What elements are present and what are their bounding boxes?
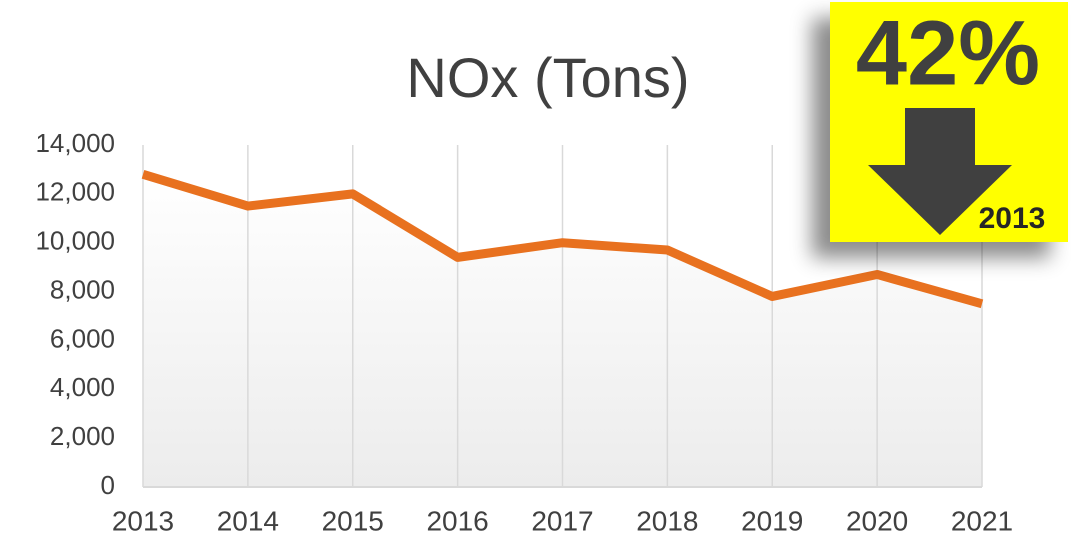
badge-text: 42%: [856, 2, 1040, 104]
badge-note: 2013: [979, 202, 1046, 235]
y-tick-label: 6,000: [50, 323, 115, 353]
y-tick-label: 10,000: [35, 226, 115, 256]
y-tick-label: 2,000: [50, 421, 115, 451]
x-tick-label: 2021: [951, 505, 1013, 536]
y-tick-label: 8,000: [50, 274, 115, 304]
x-tick-label: 2015: [322, 505, 384, 536]
x-tick-label: 2017: [531, 505, 593, 536]
line: [141, 170, 984, 309]
y-tick-label: 14,000: [35, 128, 115, 158]
plot-area: 0 2,000 4,000 6,000 8,000 10,000 12,000 14,000 2…: [35, 128, 1013, 537]
x-tick-label: 2014: [217, 505, 279, 536]
x-tick-label: 2019: [741, 505, 803, 536]
y-tick-label: 4,000: [50, 372, 115, 402]
x-tick-label: 2013: [112, 505, 174, 536]
x-tick-label: 2016: [426, 505, 488, 536]
chart-title: NOx (Tons): [406, 46, 689, 109]
x-tick-label: 2020: [846, 505, 908, 536]
down-arrow: [868, 108, 1012, 235]
y-tick-label: 12,000: [35, 177, 115, 207]
badge: 42% 2013: [830, 2, 1068, 242]
x-tick-label: 2018: [636, 505, 698, 536]
y-tick-label: 0: [101, 470, 115, 500]
